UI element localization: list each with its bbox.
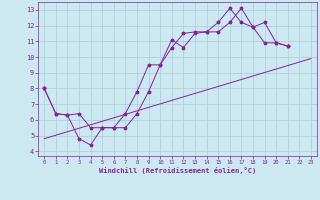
X-axis label: Windchill (Refroidissement éolien,°C): Windchill (Refroidissement éolien,°C) [99,167,256,174]
